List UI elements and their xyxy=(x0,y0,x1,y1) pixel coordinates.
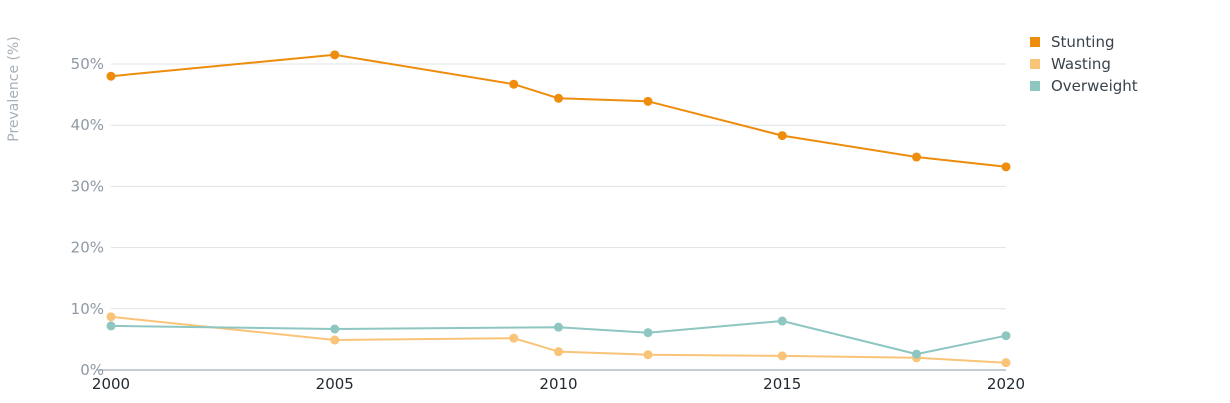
legend-swatch xyxy=(1030,37,1040,47)
data-point-wasting[interactable] xyxy=(106,312,116,322)
data-point-stunting[interactable] xyxy=(554,93,563,103)
data-point-stunting[interactable] xyxy=(1001,162,1011,172)
x-tick-label: 2010 xyxy=(539,375,577,393)
series-overweight xyxy=(106,316,1011,359)
y-tick-label: 0% xyxy=(80,361,104,379)
data-point-stunting[interactable] xyxy=(330,50,340,60)
series-line-stunting xyxy=(110,53,1007,168)
data-point-overweight[interactable] xyxy=(912,349,921,359)
y-tick-label: 30% xyxy=(71,177,104,195)
y-tick-label: 50% xyxy=(71,55,104,73)
series-stunting xyxy=(106,50,1011,172)
legend-label: Overweight xyxy=(1051,77,1138,95)
data-point-wasting[interactable] xyxy=(330,335,340,345)
data-point-overweight[interactable] xyxy=(643,328,653,338)
data-point-overweight[interactable] xyxy=(554,322,563,332)
x-tick-label: 2015 xyxy=(763,375,801,393)
y-tick-label: 20% xyxy=(71,239,104,257)
data-point-stunting[interactable] xyxy=(509,79,519,89)
data-point-wasting[interactable] xyxy=(643,350,653,360)
legend-item-wasting[interactable]: Wasting xyxy=(1030,55,1111,73)
y-tick-label: 10% xyxy=(71,300,104,318)
x-tick-label: 2020 xyxy=(987,375,1025,393)
x-tick-label: 2000 xyxy=(92,375,130,393)
legend-swatch xyxy=(1030,59,1040,69)
data-point-stunting[interactable] xyxy=(777,131,787,141)
y-axis-title: Prevalence (%) xyxy=(6,36,22,142)
axes: 0% 10% 20% 30% 40% 50% 2000 2005 2010 2015 2020 Pre… xyxy=(6,36,1025,393)
legend-label: Stunting xyxy=(1051,33,1115,51)
series-lines xyxy=(106,50,1011,368)
legend: Stunting Wasting Overweight xyxy=(1030,33,1138,95)
y-tick-label: 40% xyxy=(71,116,104,134)
legend-label: Wasting xyxy=(1051,55,1111,73)
data-point-overweight[interactable] xyxy=(330,324,340,334)
data-point-overweight[interactable] xyxy=(777,316,787,326)
legend-item-overweight[interactable]: Overweight xyxy=(1030,77,1138,95)
data-point-wasting[interactable] xyxy=(1001,358,1011,368)
grid-lines xyxy=(111,63,1006,310)
data-point-wasting[interactable] xyxy=(777,351,787,361)
data-point-overweight[interactable] xyxy=(1001,331,1011,341)
data-point-wasting[interactable] xyxy=(509,333,519,343)
data-point-stunting[interactable] xyxy=(106,71,116,81)
data-point-wasting[interactable] xyxy=(554,347,563,357)
x-tick-label: 2005 xyxy=(316,375,354,393)
series-line-wasting xyxy=(110,315,1007,364)
legend-item-stunting[interactable]: Stunting xyxy=(1030,33,1115,51)
data-point-stunting[interactable] xyxy=(912,152,921,162)
data-point-overweight[interactable] xyxy=(106,321,116,331)
legend-swatch xyxy=(1030,81,1040,91)
series-wasting xyxy=(106,312,1011,368)
data-point-stunting[interactable] xyxy=(643,96,653,106)
